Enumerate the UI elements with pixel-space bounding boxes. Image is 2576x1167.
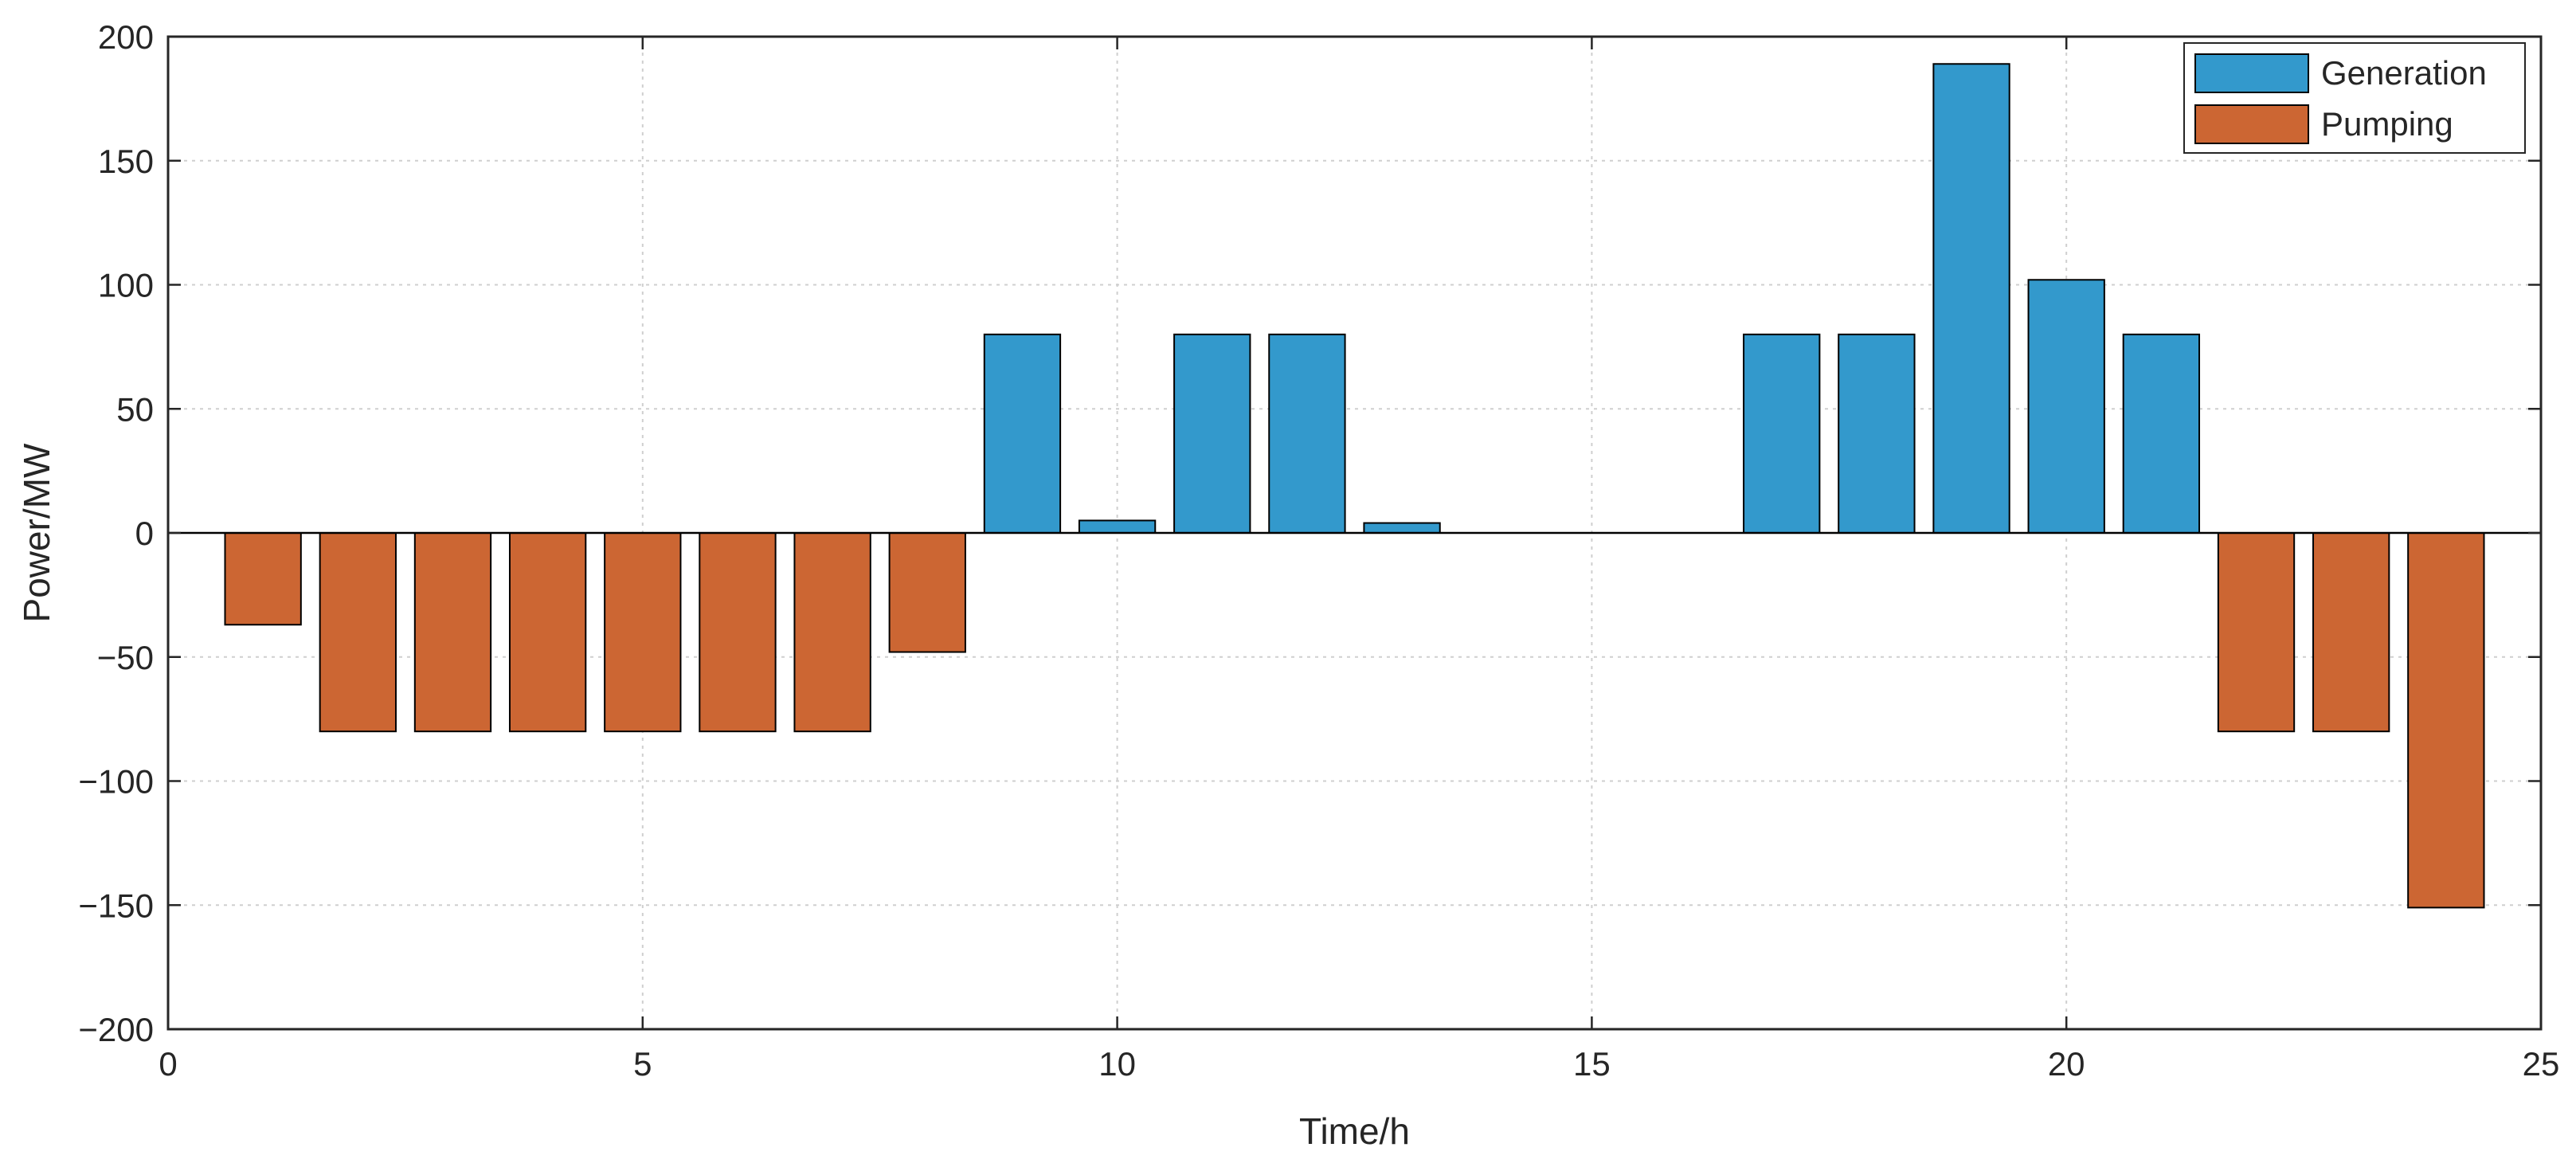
bar-pumping-1 [224,532,302,626]
bar-pumping-3 [413,532,492,733]
bar-pumping-4 [508,532,587,733]
x-tick-label: 25 [2523,1045,2560,1083]
legend-label-generation: Generation [2321,54,2487,92]
x-tick-label: 5 [633,1045,652,1083]
bar-pumping-2 [319,532,397,733]
y-axis-label: Power/MW [16,443,57,622]
y-tick-label: −100 [78,763,154,801]
bar-pumping-5 [604,532,682,733]
bar-pumping-7 [793,532,871,733]
bar-generation-10 [1078,519,1157,534]
legend-swatch-pumping [2194,104,2309,144]
bar-generation-12 [1268,333,1346,534]
bar-generation-20 [2027,279,2105,534]
legend-swatch-generation [2194,53,2309,93]
y-tick-label: 0 [135,515,154,552]
y-tick-label: 50 [116,390,154,428]
x-tick-label: 15 [1573,1045,1611,1083]
y-tick-label: 100 [98,267,154,304]
legend-label-pumping: Pumping [2321,105,2453,143]
bar-generation-13 [1363,522,1441,534]
ticks-layer: 0 5 10 15 20 25 −200 −150 −100 −50 0 50 100 150 200 [78,18,2559,1083]
bar-generation-21 [2122,333,2201,534]
y-tick-label: −50 [97,639,154,676]
x-tick-label: 10 [1098,1045,1136,1083]
bar-generation-9 [983,333,1062,534]
y-tick-label: 150 [98,143,154,180]
bar-pumping-6 [699,532,777,733]
bar-pumping-22 [2217,532,2296,733]
y-tick-label: −150 [78,887,154,924]
bar-pumping-23 [2312,532,2390,733]
bar-pumping-24 [2407,532,2485,909]
x-tick-label: 20 [2048,1045,2085,1083]
bars-layer [224,63,2485,909]
legend: Generation Pumping [2183,42,2526,154]
bar-generation-17 [1743,333,1821,534]
bar-generation-11 [1173,333,1251,534]
x-tick-label: 0 [159,1045,177,1083]
y-tick-label: −200 [78,1011,154,1048]
bar-generation-18 [1838,333,1916,534]
bar-pumping-8 [888,532,966,653]
bar-generation-19 [1932,63,2010,534]
x-axis-label: Time/h [1299,1110,1410,1152]
y-tick-label: 200 [98,18,154,56]
